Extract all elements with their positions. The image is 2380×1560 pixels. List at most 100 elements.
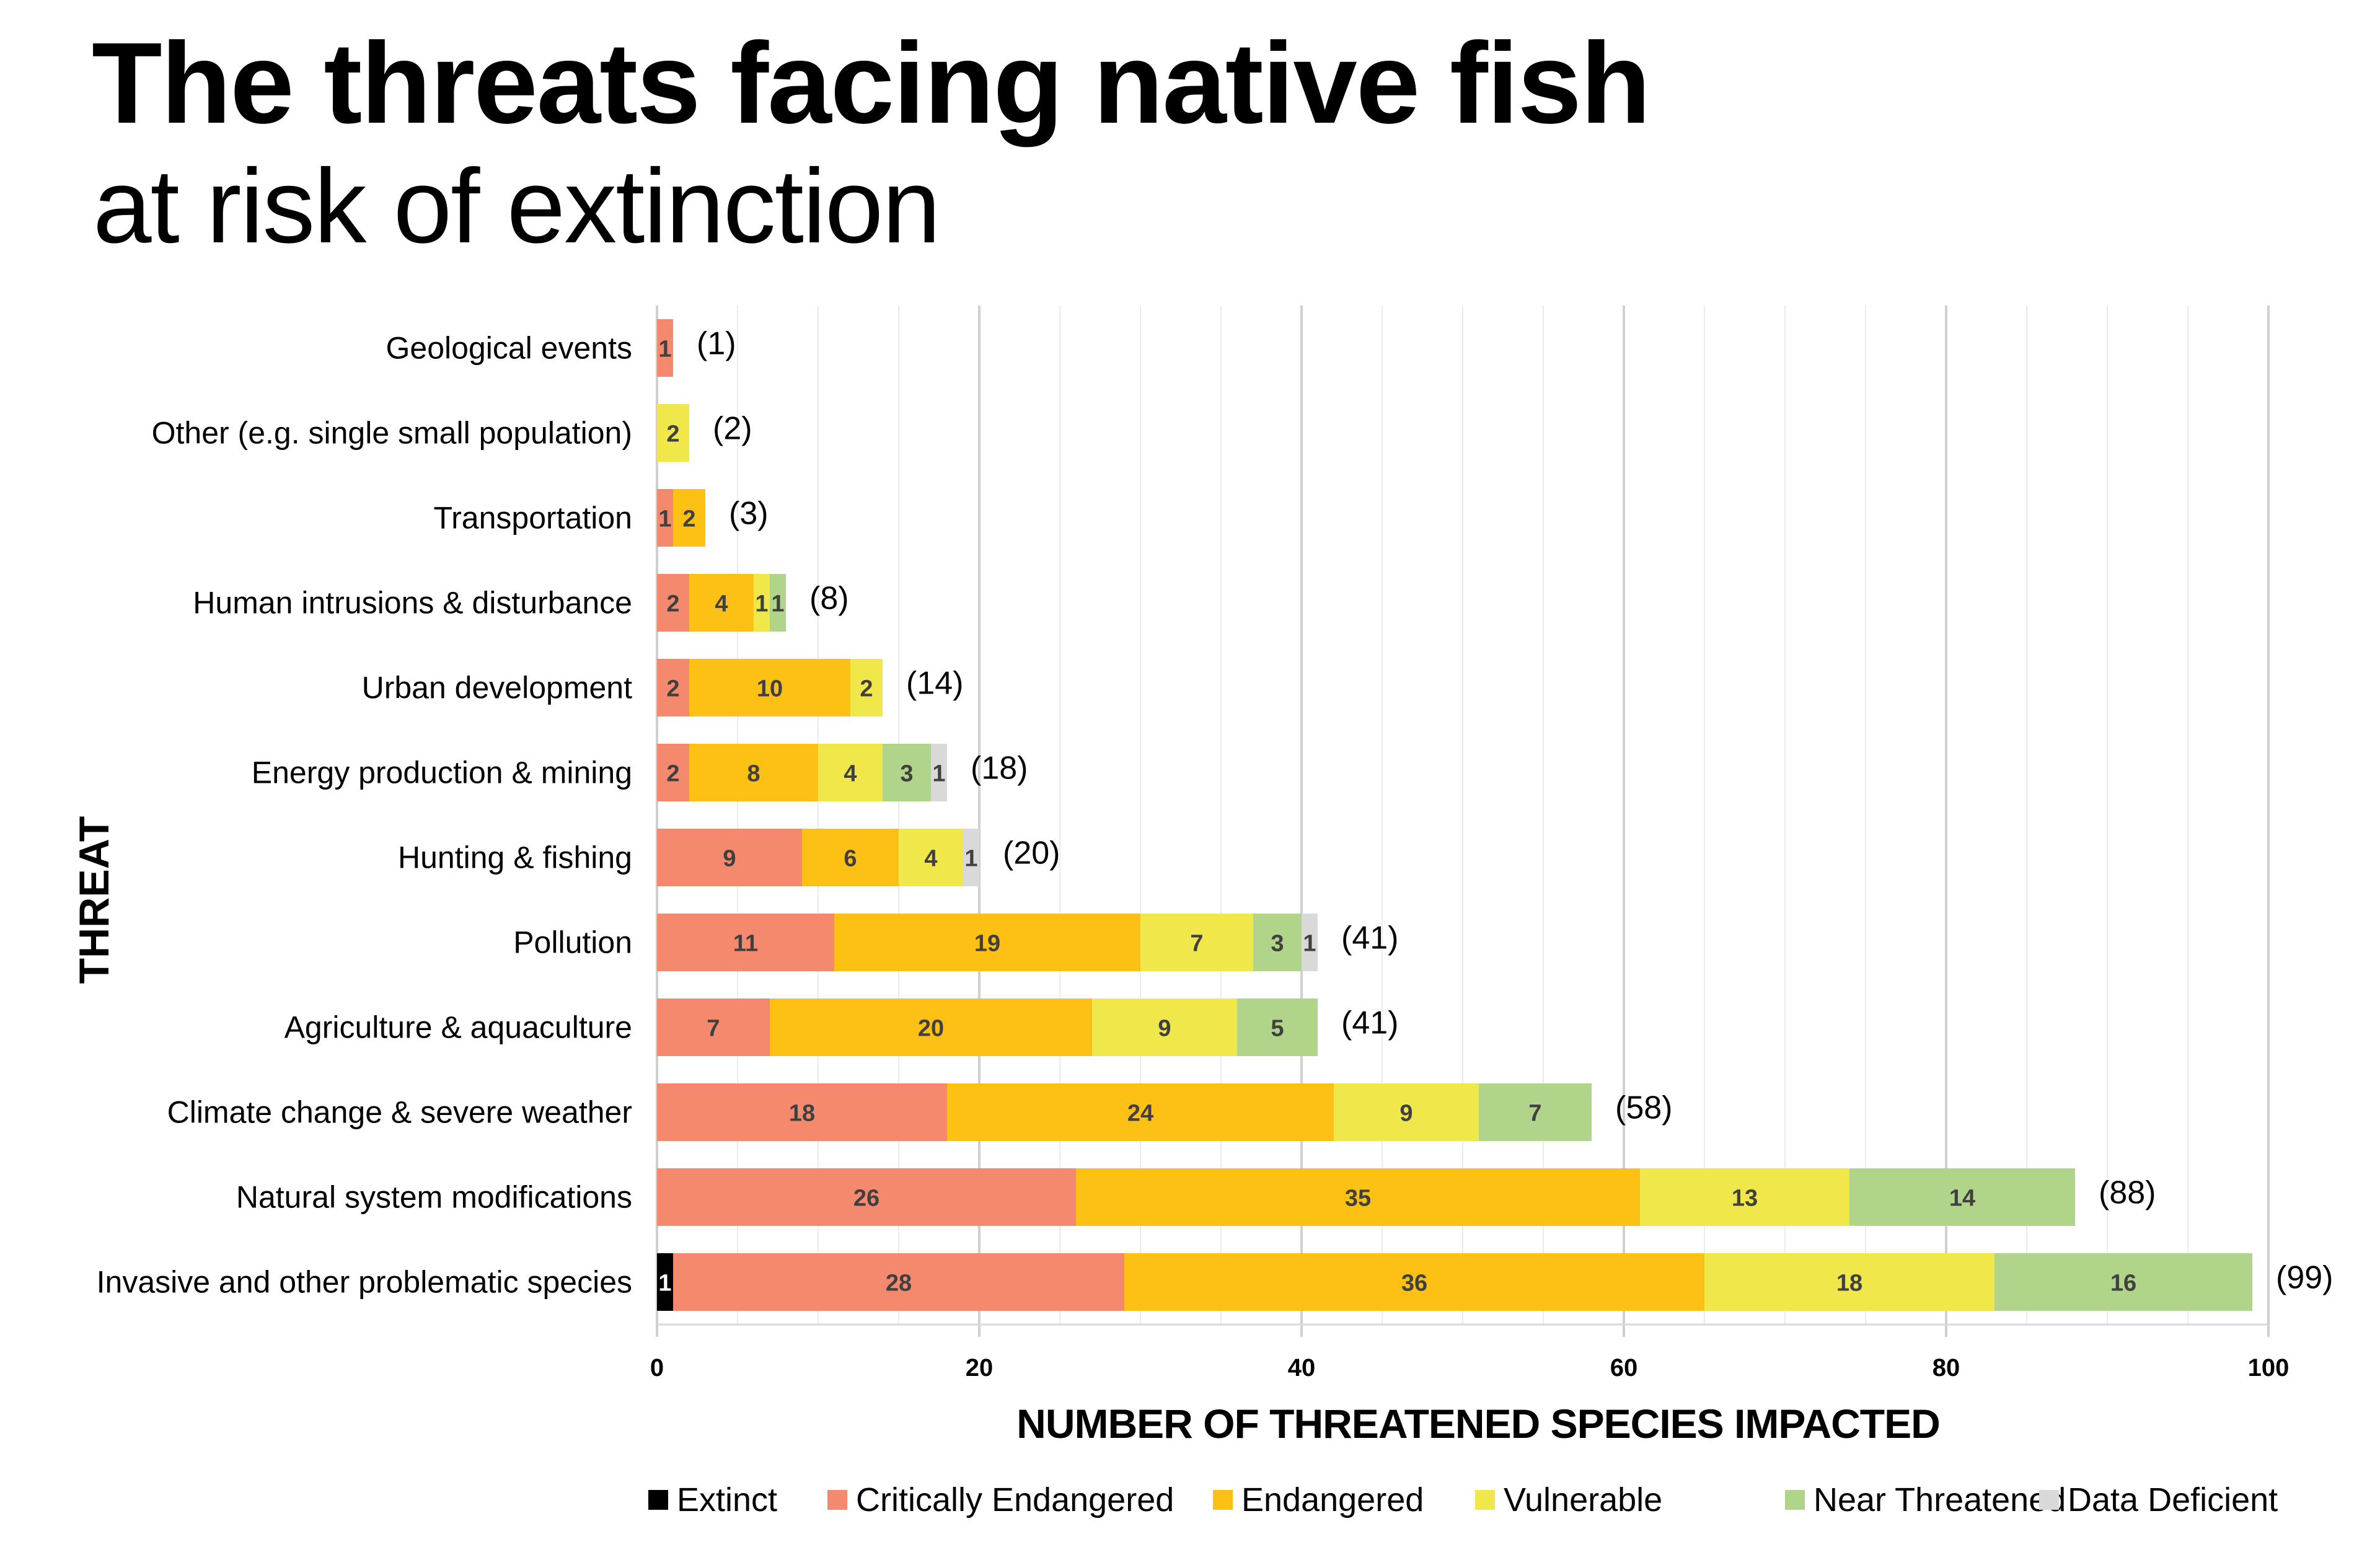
bar-segment-endangered [1124, 1253, 1704, 1311]
bar-value-label: 9 [1399, 1101, 1413, 1127]
bar-segment-vulnerable [818, 744, 883, 801]
legend-swatch [1213, 1490, 1233, 1510]
legend-item: Endangered [1213, 1481, 1424, 1518]
bar-total-label: (1) [697, 326, 736, 362]
bars: 1 (1)2 (2)1 2 (3)2 4 1 1 (8)2 10 2 (14)2 8 4 3 1 (18)9 6 4… [657, 319, 2333, 1311]
bar-value-label: 1 [1303, 931, 1316, 957]
legend-swatch [1785, 1490, 1805, 1510]
bar-row: 18 24 9 7 (58) [657, 1083, 1672, 1141]
legend-label: Critically Endangered [856, 1481, 1175, 1518]
bar-value-label: 10 [757, 676, 783, 702]
bar-segment-vulnerable [1704, 1253, 1994, 1311]
bar-total-label: (99) [2276, 1260, 2333, 1296]
bar-row: 9 6 4 1 (20) [657, 829, 1060, 886]
bar-segment-vulnerable [754, 574, 770, 632]
bar-value-label: 1 [658, 506, 671, 532]
bar-segment-critically-endangered [657, 829, 802, 886]
bar-segment-endangered [770, 998, 1092, 1056]
x-tick-label: 80 [1933, 1354, 1960, 1382]
bar-segment-near-threatened [1994, 1253, 2252, 1311]
bar-row: 26 35 13 14 (88) [657, 1168, 2156, 1226]
bar-segment-critically-endangered [657, 319, 673, 377]
bar-segment-vulnerable [899, 829, 963, 886]
legend-item: Extinct [648, 1481, 777, 1518]
bar-segment-endangered [834, 914, 1140, 971]
bar-row: 7 20 9 5 (41) [657, 998, 1398, 1056]
bar-total-label: (8) [809, 581, 849, 617]
bar-value-label: 16 [2110, 1271, 2136, 1297]
category-label: Pollution [513, 925, 632, 960]
bar-total-label: (18) [971, 751, 1028, 787]
bar-row: 2 10 2 (14) [657, 659, 963, 716]
bar-total-label: (41) [1341, 1005, 1398, 1041]
bar-value-label: 8 [747, 761, 760, 787]
bar-value-label: 4 [715, 591, 728, 617]
bar-segment-critically-endangered [657, 998, 770, 1056]
legend: Extinct Critically Endangered Endangered Vu… [0, 1481, 2380, 1518]
bar-row: 2 8 4 3 1 (18) [657, 744, 1028, 801]
category-label: Other (e.g. single small population) [152, 416, 632, 451]
bar-value-label: 7 [707, 1016, 720, 1042]
bar-segment-endangered [689, 744, 818, 801]
bar-total-label: (41) [1341, 920, 1398, 956]
legend-swatch [827, 1490, 847, 1510]
legend-label: Vulnerable [1504, 1481, 1663, 1518]
bar-value-label: 28 [886, 1271, 912, 1297]
gridlines [656, 306, 2270, 1337]
legend-label: Extinct [677, 1481, 778, 1518]
chart-subtitle: at risk of extinction [93, 148, 941, 265]
x-tick-label: 0 [650, 1354, 664, 1382]
x-tick-label: 20 [966, 1354, 994, 1382]
bar-segment-data-deficient [1302, 914, 1318, 971]
bar-segment-vulnerable [1640, 1168, 1849, 1226]
bar-value-label: 14 [1949, 1186, 1975, 1212]
bar-segment-vulnerable [657, 404, 689, 462]
bar-segment-endangered [689, 659, 850, 716]
bar-value-label: 1 [932, 761, 945, 787]
bar-segment-endangered [802, 829, 899, 886]
bar-value-label: 3 [900, 761, 913, 787]
bar-segment-endangered [947, 1083, 1334, 1141]
legend-item: Data Deficient [2039, 1481, 2278, 1518]
category-label: Agriculture & aquaculture [284, 1010, 632, 1045]
legend-item: Near Threatened [1785, 1481, 2066, 1518]
category-label: Urban development [362, 671, 632, 705]
bar-value-label: 1 [658, 1271, 671, 1297]
bar-segment-near-threatened [770, 574, 786, 632]
bar-segment-critically-endangered [657, 489, 673, 547]
bar-value-label: 1 [771, 591, 784, 617]
x-tick-label: 100 [2248, 1354, 2290, 1382]
bar-value-label: 19 [974, 931, 1000, 957]
bar-value-label: 1 [658, 337, 671, 363]
x-tick-label: 40 [1288, 1354, 1316, 1382]
bar-segment-critically-endangered [657, 1168, 1076, 1226]
bar-value-label: 11 [733, 931, 758, 957]
bar-segment-critically-endangered [657, 574, 689, 632]
bar-segment-extinct [657, 1253, 673, 1311]
bar-segment-endangered [1076, 1168, 1640, 1226]
bar-segment-critically-endangered [657, 1083, 947, 1141]
bar-segment-vulnerable [1140, 914, 1253, 971]
legend-swatch [2039, 1490, 2059, 1510]
category-label: Hunting & fishing [398, 840, 632, 875]
x-axis-ticks: 0 20 40 60 80 100 [650, 1354, 2290, 1382]
bar-value-label: 2 [666, 591, 679, 617]
legend-label: Near Threatened [1814, 1481, 2066, 1518]
legend-swatch [648, 1490, 668, 1510]
bar-segment-vulnerable [1092, 998, 1237, 1056]
legend-item: Vulnerable [1475, 1481, 1662, 1518]
bar-value-label: 13 [1732, 1186, 1758, 1212]
bar-value-label: 1 [755, 591, 768, 617]
bar-segment-vulnerable [850, 659, 883, 716]
bar-total-label: (14) [906, 666, 963, 702]
bar-segment-vulnerable [1334, 1083, 1479, 1141]
bar-value-label: 6 [844, 846, 857, 872]
bar-row: 1 28 36 18 16 (99) [657, 1253, 2333, 1311]
legend-label: Data Deficient [2068, 1481, 2278, 1518]
category-label: Climate change & severe weather [167, 1095, 632, 1130]
category-label: Natural system modifications [236, 1180, 632, 1215]
legend-label: Endangered [1241, 1481, 1424, 1518]
legend-item: Critically Endangered [827, 1481, 1174, 1518]
category-label: Transportation [433, 501, 632, 535]
